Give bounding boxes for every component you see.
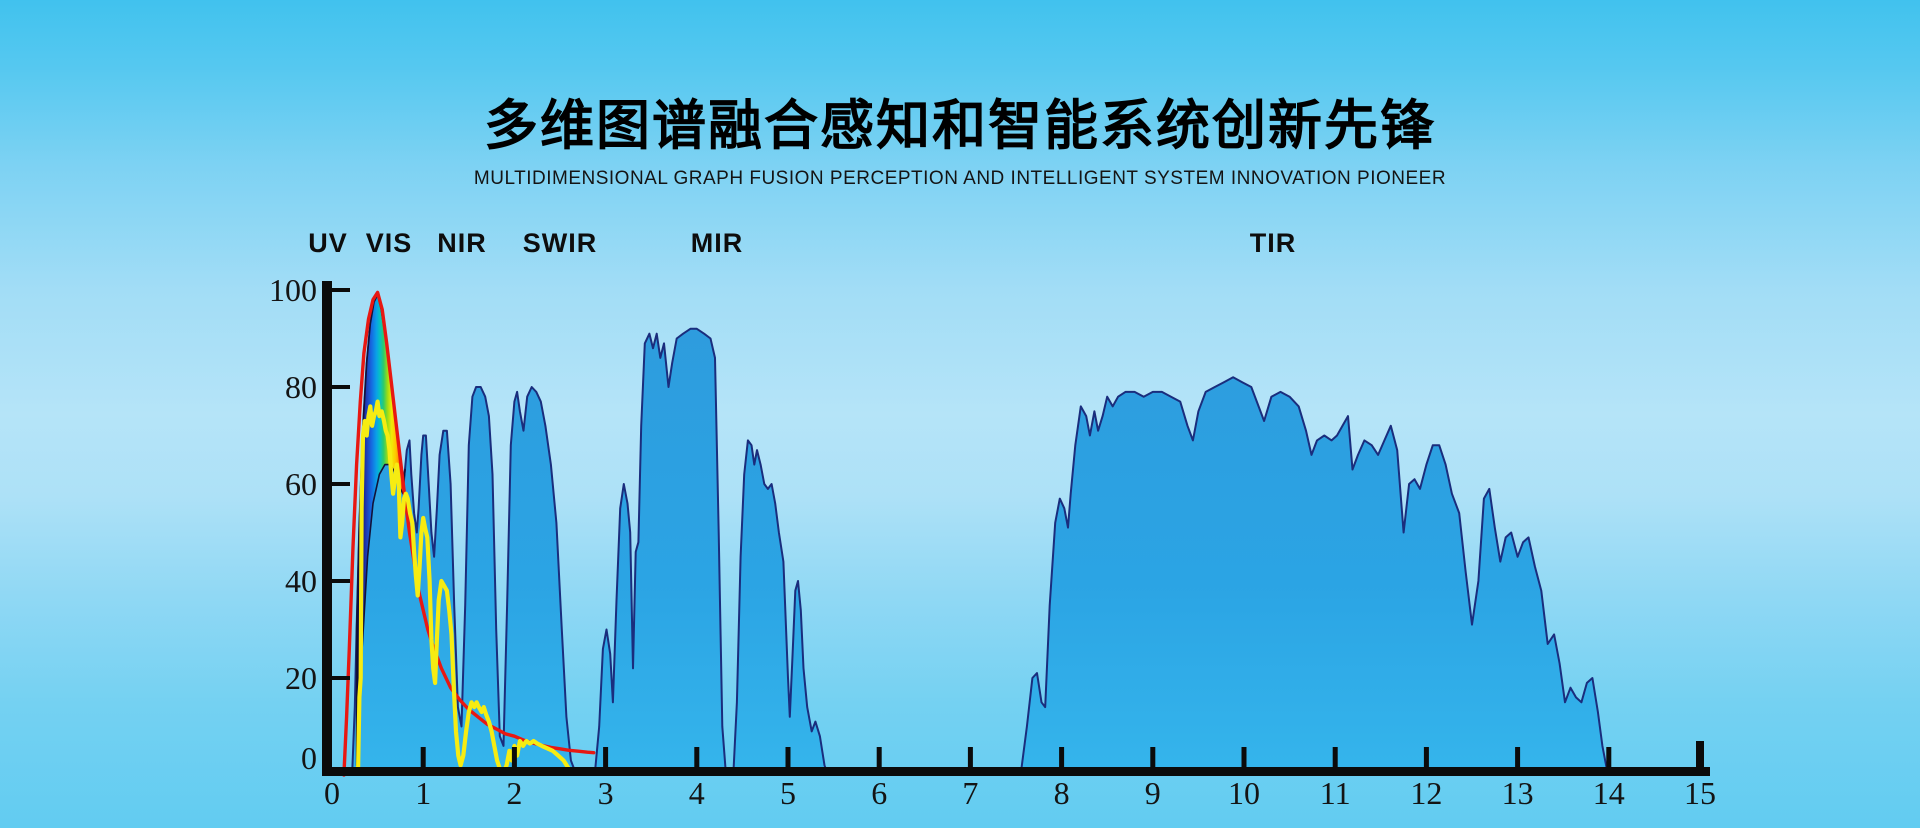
y-axis-tick-label: 20 xyxy=(285,660,317,696)
y-axis-tick-label: 100 xyxy=(269,272,317,308)
x-axis-tick xyxy=(603,747,609,767)
y-axis-tick-label: 60 xyxy=(285,466,317,502)
x-axis-tick-label: 0 xyxy=(324,775,340,811)
y-axis-tick xyxy=(332,385,350,389)
x-axis-tick-label: 14 xyxy=(1593,775,1625,811)
x-axis-tick-label: 3 xyxy=(598,775,614,811)
band-label-tir: TIR xyxy=(1250,228,1297,258)
x-axis-tick xyxy=(1059,747,1065,767)
band-label-vis: VIS xyxy=(366,228,413,258)
y-axis-line xyxy=(322,281,332,776)
x-axis-tick xyxy=(1696,741,1704,767)
x-axis-tick-label: 1 xyxy=(415,775,431,811)
x-axis-tick xyxy=(1423,747,1429,767)
page-title: 多维图谱融合感知和智能系统创新先锋 xyxy=(484,94,1436,157)
y-axis-tick-label: 0 xyxy=(301,740,317,776)
x-axis-tick xyxy=(694,747,700,767)
x-axis-tick-label: 15 xyxy=(1684,775,1716,811)
x-axis-tick-label: 4 xyxy=(689,775,705,811)
x-axis-tick-label: 11 xyxy=(1320,775,1351,811)
x-axis-tick xyxy=(1606,747,1612,767)
y-axis-tick xyxy=(332,482,350,486)
x-axis-tick xyxy=(511,747,517,767)
x-axis-tick xyxy=(1241,747,1247,767)
x-axis-tick xyxy=(420,747,426,767)
x-axis-tick xyxy=(1332,747,1338,767)
x-axis-tick-label: 5 xyxy=(780,775,796,811)
y-axis-tick-label: 40 xyxy=(285,563,317,599)
x-axis-tick xyxy=(1515,747,1521,767)
y-axis-tick xyxy=(332,676,350,680)
x-axis-tick-label: 12 xyxy=(1410,775,1442,811)
x-axis-tick-label: 7 xyxy=(962,775,978,811)
y-axis-tick xyxy=(332,579,350,583)
x-axis-tick xyxy=(967,747,973,767)
x-axis-tick-label: 10 xyxy=(1228,775,1260,811)
band-label-nir: NIR xyxy=(437,228,487,258)
x-axis-tick xyxy=(1150,747,1156,767)
y-axis-tick xyxy=(332,288,350,292)
x-axis-tick xyxy=(785,747,791,767)
band-label-uv: UV xyxy=(308,228,348,258)
band-label-mir: MIR xyxy=(691,228,744,258)
x-axis-tick-label: 2 xyxy=(506,775,522,811)
x-axis-tick-label: 8 xyxy=(1054,775,1070,811)
band-label-swir: SWIR xyxy=(523,228,598,258)
x-axis-tick-label: 6 xyxy=(871,775,887,811)
x-axis-tick-label: 9 xyxy=(1145,775,1161,811)
x-axis-tick xyxy=(876,747,882,767)
atmospheric-transmission-area xyxy=(351,293,1701,776)
x-axis-line xyxy=(322,767,1710,776)
page-subtitle: MULTIDIMENSIONAL GRAPH FUSION PERCEPTION… xyxy=(473,168,1447,189)
x-axis-tick-label: 13 xyxy=(1502,775,1534,811)
y-axis-tick-label: 80 xyxy=(285,369,317,405)
